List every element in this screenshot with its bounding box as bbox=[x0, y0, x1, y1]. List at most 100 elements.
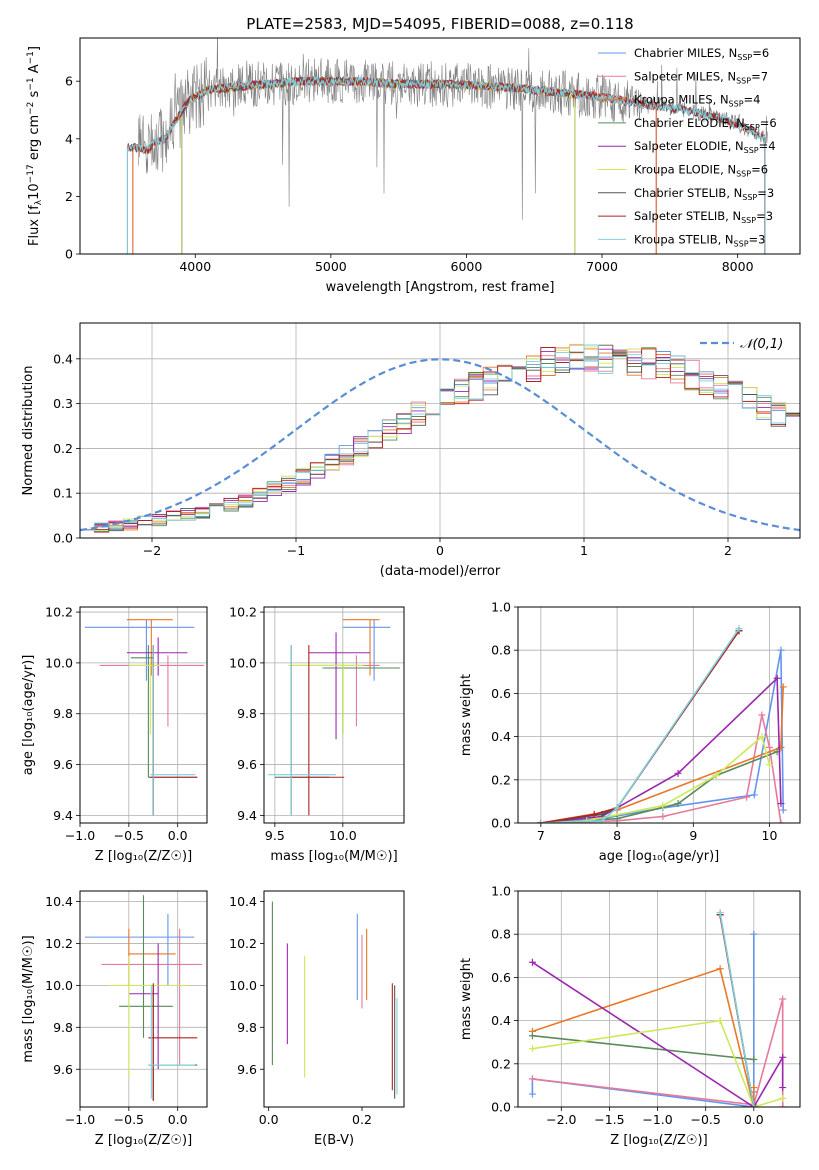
weight-marker bbox=[598, 817, 606, 823]
grid bbox=[518, 606, 800, 824]
y-tick-label: 10.0 bbox=[229, 978, 257, 993]
label-part: Flux [f bbox=[27, 205, 42, 246]
weight-marker bbox=[773, 674, 781, 682]
x-tick-label: 0 bbox=[436, 543, 444, 558]
legend-label: Kroupa STELIB, NSSP=3 bbox=[634, 232, 765, 248]
legend-value: =3 bbox=[749, 232, 766, 246]
panel-spectrum: 4000 5000 6000 7000 8000 0 2 4 6 wavelength [Angs… bbox=[26, 37, 801, 295]
legend-sub: SSP bbox=[745, 123, 760, 132]
weight-marker bbox=[528, 958, 536, 966]
weight-marker bbox=[528, 1090, 536, 1098]
legend-label: Salpeter STELIB, NSSP=3 bbox=[634, 209, 773, 225]
label-part: ] bbox=[27, 46, 42, 51]
legend-value: =4 bbox=[744, 93, 761, 107]
axes-frame bbox=[263, 890, 405, 1108]
weight-marker bbox=[743, 793, 751, 801]
legend-sub: SSP bbox=[742, 193, 757, 202]
weight-line bbox=[719, 912, 755, 1107]
x-axis-label: Z [log₁₀(Z/Z☉)] bbox=[95, 849, 192, 864]
legend-value: =3 bbox=[757, 186, 774, 200]
weight-line bbox=[532, 967, 755, 1107]
legend-label: Salpeter ELODIE, NSSP=4 bbox=[634, 139, 776, 155]
weight-marker bbox=[674, 769, 682, 777]
weight-marker bbox=[779, 995, 787, 1003]
x-tick-label: 10 bbox=[762, 828, 778, 843]
weight-line bbox=[532, 1019, 783, 1107]
y-tick-label: 10.4 bbox=[45, 894, 73, 909]
weight-line bbox=[532, 998, 784, 1107]
y-tick-label: 6 bbox=[65, 74, 73, 89]
histogram-step bbox=[80, 344, 800, 530]
y-tick-label: 0.4 bbox=[491, 1013, 511, 1028]
y-tick-label: 9.6 bbox=[237, 757, 257, 772]
weight-line bbox=[531, 961, 784, 1107]
weight-marker bbox=[716, 909, 724, 917]
legend-sub: SSP bbox=[744, 146, 759, 155]
y-tick-label: 0.8 bbox=[491, 643, 511, 658]
legend-value: =6 bbox=[751, 163, 768, 177]
y-tick-label: 1.0 bbox=[491, 600, 511, 615]
plot-area bbox=[84, 619, 205, 816]
legend-label: Chabrier MILES, NSSP=6 bbox=[634, 46, 769, 62]
axes-frame bbox=[517, 606, 801, 824]
x-axis-label: wavelength [Angstrom, rest frame] bbox=[326, 280, 555, 295]
x-tick-label: −1.0 bbox=[642, 1112, 672, 1127]
weight-marker bbox=[528, 1032, 536, 1040]
y-tick-label: 9.8 bbox=[53, 1020, 73, 1035]
y-tick-label: 9.8 bbox=[53, 706, 73, 721]
weight-marker bbox=[766, 743, 774, 751]
y-axis-label: Flux [fλ10−17 erg cm−2 s−1 A−1] bbox=[26, 46, 44, 246]
y-tick-label: 0.0 bbox=[53, 531, 73, 546]
y-tick-label: 0.2 bbox=[491, 772, 511, 787]
y-axis-label: age [log₁₀(age/yr)] bbox=[21, 655, 36, 776]
legend-name: Chabrier ELODIE, N bbox=[634, 116, 745, 130]
x-tick-label: −1.5 bbox=[594, 1112, 624, 1127]
legend-sub: SSP bbox=[736, 76, 751, 85]
x-axis-label: (data-model)/error bbox=[380, 564, 501, 579]
x-tick-label: 1 bbox=[580, 543, 588, 558]
weight-marker bbox=[750, 930, 758, 938]
plot-area bbox=[126, 38, 768, 254]
weight-marker bbox=[750, 1103, 758, 1107]
y-tick-label: 0.2 bbox=[491, 1056, 511, 1071]
panel-mass_vs_ebv: 0.0 0.2 9.6 9.8 10.0 10.2 10.4 E(B-V) bbox=[229, 890, 405, 1148]
y-tick-label: 4 bbox=[65, 131, 73, 146]
x-tick-label: 4000 bbox=[179, 259, 211, 274]
plot-area bbox=[271, 901, 398, 1099]
histogram-step bbox=[80, 349, 800, 531]
weight-marker bbox=[613, 815, 621, 823]
legend-name: Kroupa MILES, N bbox=[634, 93, 729, 107]
legend-name: Chabrier STELIB, N bbox=[634, 186, 742, 200]
histogram-step bbox=[80, 347, 800, 532]
y-axis-label: mass [log₁₀(M/M☉)] bbox=[21, 935, 36, 1062]
x-tick-label: 8 bbox=[613, 828, 621, 843]
x-tick-label: −1 bbox=[287, 543, 305, 558]
legend-name: Salpeter STELIB, N bbox=[634, 209, 741, 223]
label-part: A bbox=[27, 64, 42, 77]
panel-weight_vs_age: 7 8 9 10 0.0 0.2 0.4 0.6 0.8 1.0 age [log₁₀(age/yr… bbox=[459, 600, 801, 864]
panel-mass_vs_Z: −1.0 −0.5 0.0 9.6 9.8 10.0 10.2 10.4 Z [log₁₀(Z/… bbox=[21, 890, 208, 1148]
weight-marker bbox=[777, 800, 785, 808]
y-tick-label: 0.6 bbox=[491, 686, 511, 701]
legend-sub: SSP bbox=[741, 216, 756, 225]
axes-frame bbox=[517, 890, 801, 1108]
x-axis-label: mass [log₁₀(M/M☉)] bbox=[270, 849, 397, 864]
label-part: −17 bbox=[26, 164, 36, 183]
legend-name: Salpeter ELODIE, N bbox=[634, 139, 744, 153]
x-tick-label: 6000 bbox=[451, 259, 483, 274]
legend-name: Kroupa ELODIE, N bbox=[634, 163, 736, 177]
weight-line bbox=[531, 934, 755, 1107]
gaussian-curve bbox=[80, 358, 800, 532]
y-tick-label: 9.6 bbox=[237, 1062, 257, 1077]
weight-marker bbox=[716, 1017, 724, 1025]
weight-marker bbox=[659, 802, 667, 810]
label-part: 10 bbox=[27, 183, 42, 200]
x-tick-label: −2 bbox=[143, 543, 161, 558]
weight-marker bbox=[659, 813, 667, 821]
y-tick-label: 9.4 bbox=[237, 808, 257, 823]
weight-marker bbox=[716, 965, 724, 973]
x-tick-label: 7 bbox=[537, 828, 545, 843]
weight-line bbox=[532, 1034, 754, 1061]
legend-value: =6 bbox=[760, 116, 777, 130]
y-axis-label: mass weight bbox=[459, 958, 474, 1040]
